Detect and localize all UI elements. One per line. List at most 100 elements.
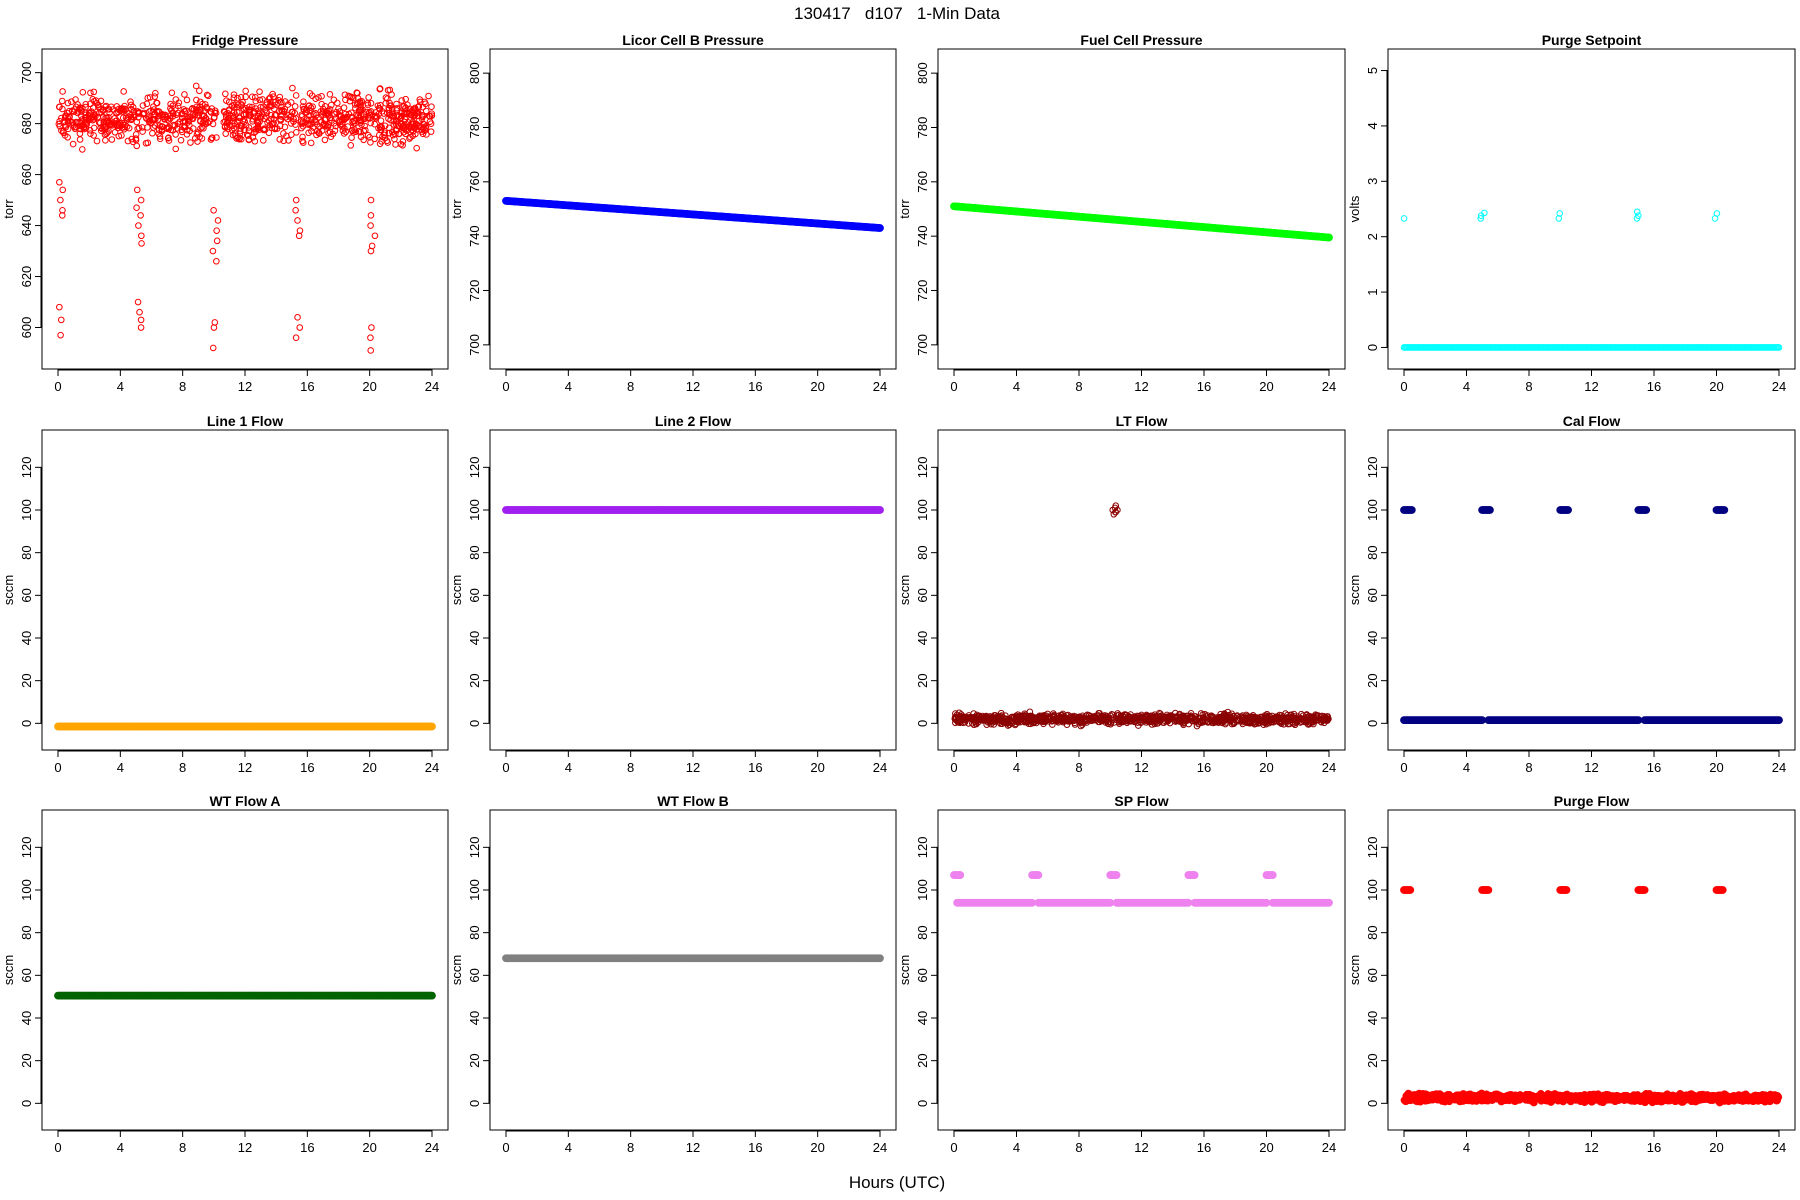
data-point xyxy=(56,303,63,311)
data-point xyxy=(393,100,400,108)
y-axis-label: volts xyxy=(1347,195,1362,222)
data-point xyxy=(389,131,397,139)
data-point xyxy=(392,141,399,148)
y-tick-label: 120 xyxy=(19,836,34,858)
data-point xyxy=(226,121,233,129)
y-tick-label: 80 xyxy=(19,545,34,559)
data-point xyxy=(1174,716,1181,724)
x-tick-label: 4 xyxy=(1463,379,1470,394)
x-tick-label: 20 xyxy=(1259,379,1273,394)
data-point xyxy=(90,88,98,96)
data-point xyxy=(1077,718,1084,725)
data-point xyxy=(367,139,374,146)
data-point xyxy=(78,112,85,120)
data-point xyxy=(87,130,94,137)
data-point xyxy=(1481,209,1488,217)
data-point xyxy=(1033,719,1040,727)
data-point xyxy=(117,120,124,127)
data-point xyxy=(111,114,118,122)
data-point xyxy=(222,111,230,118)
data-point xyxy=(76,122,84,130)
data-point xyxy=(334,99,341,107)
data-point xyxy=(292,129,300,136)
data-point xyxy=(239,105,247,112)
panel-title: Fuel Cell Pressure xyxy=(1080,32,1202,48)
y-tick-label: 780 xyxy=(467,117,482,139)
data-point xyxy=(97,97,105,105)
x-tick-label: 16 xyxy=(748,760,762,775)
data-point xyxy=(1290,715,1298,722)
data-point xyxy=(390,121,398,128)
data-point xyxy=(416,98,424,106)
data-point xyxy=(1026,714,1034,721)
data-point xyxy=(1058,711,1065,719)
data-point xyxy=(305,129,312,137)
data-point xyxy=(384,139,392,146)
x-axis: 0 4 8 12 16 20 24 xyxy=(54,1130,439,1155)
x-tick-label: 24 xyxy=(873,1140,887,1155)
data-point xyxy=(1251,716,1259,723)
data-point xyxy=(164,134,172,142)
x-tick-label: 16 xyxy=(748,379,762,394)
data-point xyxy=(1003,718,1011,726)
data-point xyxy=(306,121,314,129)
data-point xyxy=(69,119,76,126)
data-point xyxy=(384,95,391,103)
data-point xyxy=(1775,716,1783,725)
y-tick-label: 760 xyxy=(915,171,930,193)
y-tick-label: 120 xyxy=(467,836,482,858)
data-point xyxy=(355,109,363,116)
data-point xyxy=(82,101,90,108)
y-tick-label: 0 xyxy=(19,720,34,727)
data-point xyxy=(142,139,150,147)
x-tick-label: 8 xyxy=(627,1140,634,1155)
data-point xyxy=(357,133,365,141)
data-point xyxy=(1086,716,1093,723)
data-point xyxy=(976,714,984,721)
data-point xyxy=(326,91,334,98)
data-point xyxy=(1121,711,1128,718)
data-point xyxy=(76,136,84,143)
data-point xyxy=(198,124,206,131)
data-point xyxy=(307,107,314,114)
x-axis: 0 4 8 12 16 20 24 xyxy=(1400,369,1786,394)
data-point xyxy=(1020,712,1028,720)
data-point xyxy=(401,110,408,117)
x-tick-label: 8 xyxy=(179,1140,186,1155)
data-point xyxy=(245,127,253,135)
data-point xyxy=(364,101,372,109)
data-point xyxy=(367,334,374,342)
data-point xyxy=(1076,713,1083,721)
x-tick-label: 12 xyxy=(686,379,700,394)
data-point xyxy=(301,119,309,126)
data-point xyxy=(299,133,306,141)
y-tick-label: 20 xyxy=(467,673,482,687)
y-axis-label: torr xyxy=(897,199,912,219)
data-point xyxy=(1193,717,1201,724)
data-point xyxy=(287,113,294,121)
data-point xyxy=(60,118,68,126)
data-point xyxy=(284,101,292,108)
x-tick-label: 0 xyxy=(1400,379,1407,394)
data-point xyxy=(58,97,66,105)
y-tick-label: 60 xyxy=(915,588,930,602)
data-point xyxy=(428,722,436,731)
plot-frame xyxy=(937,429,1346,751)
data-points xyxy=(502,954,884,963)
data-point xyxy=(123,123,131,130)
data-point xyxy=(1166,712,1174,720)
data-point xyxy=(55,103,63,111)
y-tick-label: 0 xyxy=(1365,720,1380,727)
data-point xyxy=(236,134,244,142)
data-point xyxy=(418,111,426,119)
x-tick-label: 20 xyxy=(362,760,376,775)
data-point xyxy=(249,118,256,125)
data-point xyxy=(986,713,994,720)
data-point xyxy=(238,101,245,108)
data-point xyxy=(348,109,355,117)
plot-frame xyxy=(489,48,897,370)
x-tick-label: 20 xyxy=(1259,760,1273,775)
